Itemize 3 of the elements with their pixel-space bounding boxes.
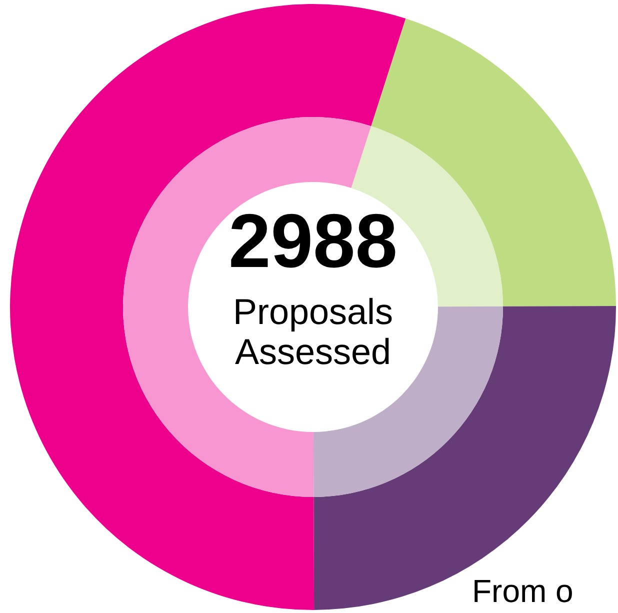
text: From o — [472, 572, 574, 610]
text: 2988 — [227, 199, 399, 284]
text: Proposals Assessed — [232, 291, 394, 372]
